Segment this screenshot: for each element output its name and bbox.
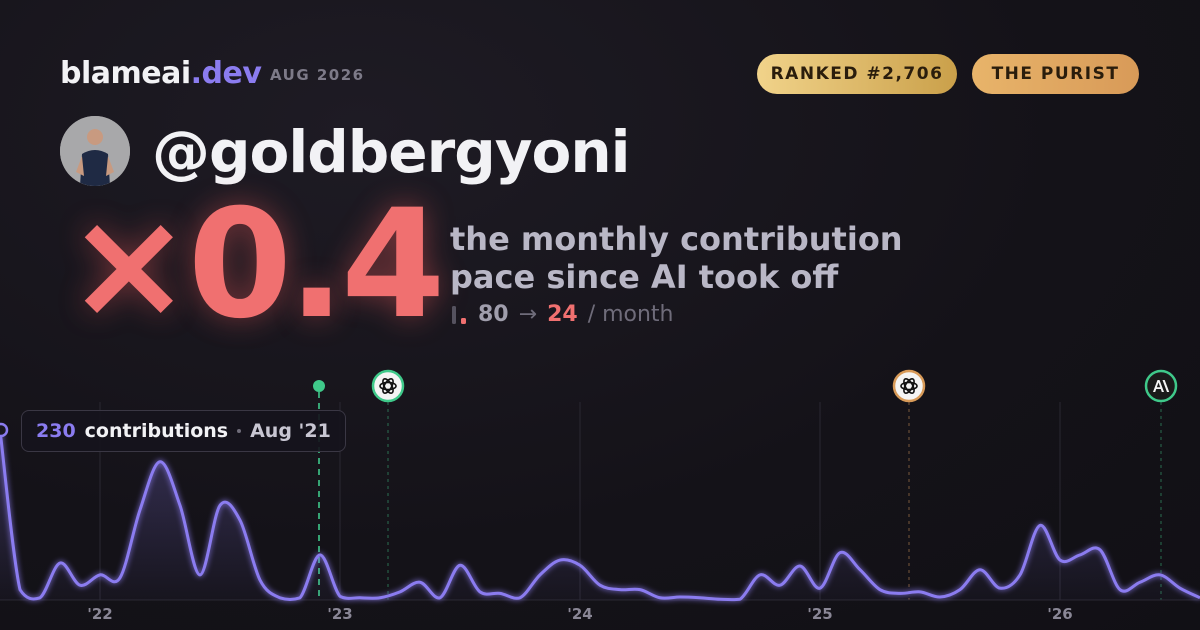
brand-suffix: .dev	[190, 56, 262, 91]
x-tick-label: '24	[567, 605, 592, 623]
openai-icon	[892, 369, 926, 403]
handle: @goldbergyoni	[152, 118, 631, 186]
brand: blameai.dev	[60, 56, 262, 91]
avatar	[60, 116, 130, 186]
brand-name: blameai	[60, 56, 191, 91]
before-value: 80	[478, 302, 509, 327]
rank-badge: RANKED #2,706	[757, 54, 957, 94]
line-area	[0, 430, 1200, 600]
x-tick-label: '25	[807, 605, 832, 623]
ai-events	[313, 369, 1178, 600]
description: the monthly contribution	[450, 220, 903, 258]
arrow: →	[518, 302, 538, 327]
x-tick-label: '22	[87, 605, 112, 623]
unit: / month	[587, 302, 674, 327]
after-value: 24	[547, 302, 578, 327]
multiplier: ×0.4	[66, 178, 445, 352]
x-tick-label: '23	[327, 605, 352, 623]
highlight-point	[0, 422, 9, 438]
avatar-image	[60, 116, 130, 186]
stats: 80 → 24 / month	[452, 302, 674, 327]
openai-icon	[371, 369, 405, 403]
line	[0, 429, 1200, 602]
period: AUG 2026	[270, 66, 365, 84]
tooltip: 230 contributions Aug '21	[21, 410, 346, 452]
anthropic-icon	[1144, 369, 1178, 403]
tooltip-value: 230	[36, 420, 76, 442]
separator	[237, 429, 242, 433]
mini-bars	[452, 305, 466, 324]
tooltip-date: Aug '21	[250, 420, 331, 442]
persona-badge: THE PURIST	[972, 54, 1139, 94]
x-tick-label: '26	[1047, 605, 1072, 623]
tooltip-label: contributions	[84, 420, 229, 442]
event-dot	[313, 380, 325, 392]
description: pace since AI took off	[450, 258, 839, 296]
